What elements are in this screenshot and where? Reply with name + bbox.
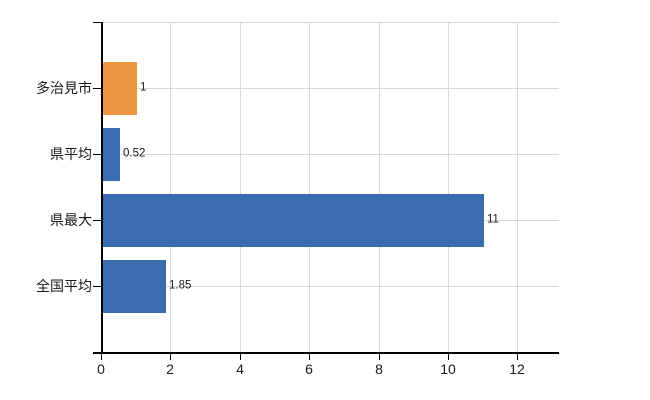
bar-全国平均: [102, 260, 166, 313]
y-axis-tick: [93, 220, 101, 221]
x-tick-label: 0: [97, 361, 105, 377]
y-axis-tick: [93, 88, 101, 89]
x-axis-tick: [379, 354, 380, 360]
gridline-vertical: [170, 22, 171, 352]
category-label-県最大: 県最大: [50, 212, 92, 228]
gridline-vertical: [240, 22, 241, 352]
x-tick-label: 2: [166, 361, 174, 377]
x-axis-tick: [101, 354, 102, 360]
gridline-vertical: [448, 22, 449, 352]
x-tick-label: 6: [305, 361, 313, 377]
x-tick-label: 4: [236, 361, 244, 377]
value-label: 1.85: [169, 279, 192, 292]
y-axis-tick: [93, 286, 101, 287]
x-axis-tick: [309, 354, 310, 360]
gridline-horizontal: [101, 286, 559, 287]
y-axis-tick: [93, 154, 101, 155]
gridline-vertical: [517, 22, 518, 352]
category-label-全国平均: 全国平均: [36, 278, 92, 294]
x-axis-tick: [170, 354, 171, 360]
x-axis-tick: [240, 354, 241, 360]
y-axis-line: [101, 22, 103, 352]
value-label: 11: [487, 213, 499, 226]
plot-top-border: [101, 22, 559, 23]
category-label-県平均: 県平均: [50, 146, 92, 162]
gridline-vertical: [379, 22, 380, 352]
value-label: 1: [140, 81, 147, 94]
bar-県平均: [102, 128, 120, 181]
gridline-horizontal: [101, 88, 559, 89]
x-axis-tick: [448, 354, 449, 360]
x-axis-line: [93, 352, 559, 354]
gridline-horizontal: [101, 154, 559, 155]
y-axis-tick: [93, 22, 101, 23]
x-tick-label: 8: [375, 361, 383, 377]
bar-県最大: [102, 194, 484, 247]
x-tick-label: 10: [440, 361, 456, 377]
gridline-vertical: [309, 22, 310, 352]
value-label: 0.52: [123, 147, 146, 160]
x-axis-tick: [517, 354, 518, 360]
bar-多治見市: [102, 62, 137, 115]
category-label-多治見市: 多治見市: [36, 80, 92, 96]
x-tick-label: 12: [509, 361, 525, 377]
